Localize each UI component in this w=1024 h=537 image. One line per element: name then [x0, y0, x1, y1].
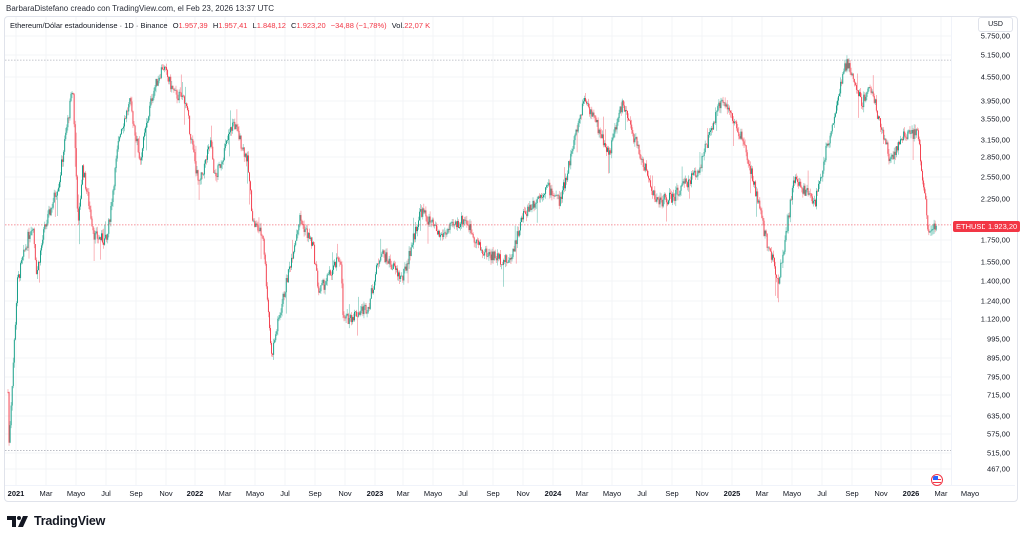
time-axis-label: Mar [218, 489, 232, 498]
tradingview-logo-icon [7, 515, 28, 527]
time-axis[interactable]: 2021 Mar Mayo Jul Sep Nov 2022 Mar Mayo Jul Sep Nov… [5, 485, 1015, 500]
currency-button[interactable]: USD [978, 17, 1013, 32]
price-axis-label: 3.550,00 [980, 114, 1010, 124]
price-axis-label: 5.750,00 [980, 31, 1010, 41]
time-axis-label: Mayo [423, 489, 443, 498]
time-axis-label: Jul [817, 489, 827, 498]
price-axis-label: 635,00 [987, 411, 1010, 421]
us-flag-event-icon[interactable] [931, 474, 943, 486]
time-axis-label: Mayo [960, 489, 980, 498]
time-axis-label: Mar [934, 489, 948, 498]
chart-plot-area[interactable] [5, 17, 951, 485]
high-value: 1.957,41 [218, 21, 248, 30]
chart-frame [4, 16, 1018, 502]
time-axis-label: Nov [874, 489, 888, 498]
price-axis-label: 1.400,00 [980, 276, 1010, 286]
change-value: −34,88 (−1,78%) [330, 21, 387, 30]
last-price-symbol-tag: ETHUSD [953, 221, 990, 232]
price-axis-label: 715,00 [987, 390, 1010, 400]
time-axis-label: Mayo [782, 489, 802, 498]
time-axis-label: 2022 [186, 489, 204, 498]
time-axis-label: Sep [129, 489, 143, 498]
time-axis-label: 2025 [723, 489, 741, 498]
tradingview-logo-text: TradingView [34, 514, 106, 528]
price-axis-label: 3.950,00 [980, 96, 1010, 106]
price-axis-label: 2.850,00 [980, 152, 1010, 162]
price-axis-label: 1.120,00 [980, 314, 1010, 324]
time-axis-label: Sep [845, 489, 859, 498]
time-axis-label: Nov [516, 489, 530, 498]
price-axis[interactable]: 5.750,00 5.150,00 4.550,00 3.950,00 3.550,00… [951, 17, 1016, 485]
time-axis-label: Jul [637, 489, 647, 498]
tradingview-logo[interactable]: TradingView [7, 514, 105, 528]
time-axis-label: Sep [486, 489, 500, 498]
price-axis-label: 2.250,00 [980, 194, 1010, 204]
candlestick-chart[interactable] [5, 17, 951, 485]
time-axis-label: Mar [39, 489, 53, 498]
chart-credit: BarbaraDistefano creado con TradingView.… [6, 4, 275, 13]
volume-value: 22,07 K [404, 21, 431, 30]
price-axis-label: 1.750,00 [980, 235, 1010, 245]
time-axis-label: Nov [338, 489, 352, 498]
symbol-title[interactable]: Ethereum/Dólar estadounidense · 1D · Bin… [10, 21, 168, 30]
price-axis-label: 2.550,00 [980, 172, 1010, 182]
price-axis-label: 515,00 [987, 448, 1010, 458]
time-axis-label: Mayo [602, 489, 622, 498]
time-axis-label: Sep [665, 489, 679, 498]
low-value: 1.848,12 [256, 21, 286, 30]
time-axis-label: 2021 [7, 489, 25, 498]
price-axis-label: 995,00 [987, 334, 1010, 344]
open-value: 1.957,39 [178, 21, 208, 30]
price-axis-label: 1.240,00 [980, 296, 1010, 306]
time-axis-label: Jul [101, 489, 111, 498]
price-axis-label: 3.150,00 [980, 135, 1010, 145]
time-axis-label: 2023 [366, 489, 384, 498]
price-axis-label: 467,00 [987, 464, 1010, 474]
price-axis-label: 1.550,00 [980, 257, 1010, 267]
ohlc-legend: Ethereum/Dólar estadounidense · 1D · Bin… [10, 21, 431, 30]
price-axis-label: 795,00 [987, 372, 1010, 382]
time-axis-label: Nov [695, 489, 709, 498]
time-axis-label: Mar [755, 489, 769, 498]
time-axis-label: Jul [280, 489, 290, 498]
price-axis-label: 5.150,00 [980, 50, 1010, 60]
last-price-tag: 1.923,20 [985, 221, 1021, 232]
price-axis-label: 4.550,00 [980, 72, 1010, 82]
price-axis-label: 575,00 [987, 429, 1010, 439]
time-axis-label: 2024 [544, 489, 562, 498]
time-axis-label: 2026 [902, 489, 920, 498]
time-axis-label: Mar [575, 489, 589, 498]
close-value: 1.923,20 [296, 21, 326, 30]
time-axis-label: Mar [396, 489, 410, 498]
time-axis-label: Sep [308, 489, 322, 498]
price-axis-label: 895,00 [987, 353, 1010, 363]
time-axis-label: Mayo [245, 489, 265, 498]
time-axis-label: Nov [159, 489, 173, 498]
time-axis-label: Jul [458, 489, 468, 498]
time-axis-label: Mayo [66, 489, 86, 498]
